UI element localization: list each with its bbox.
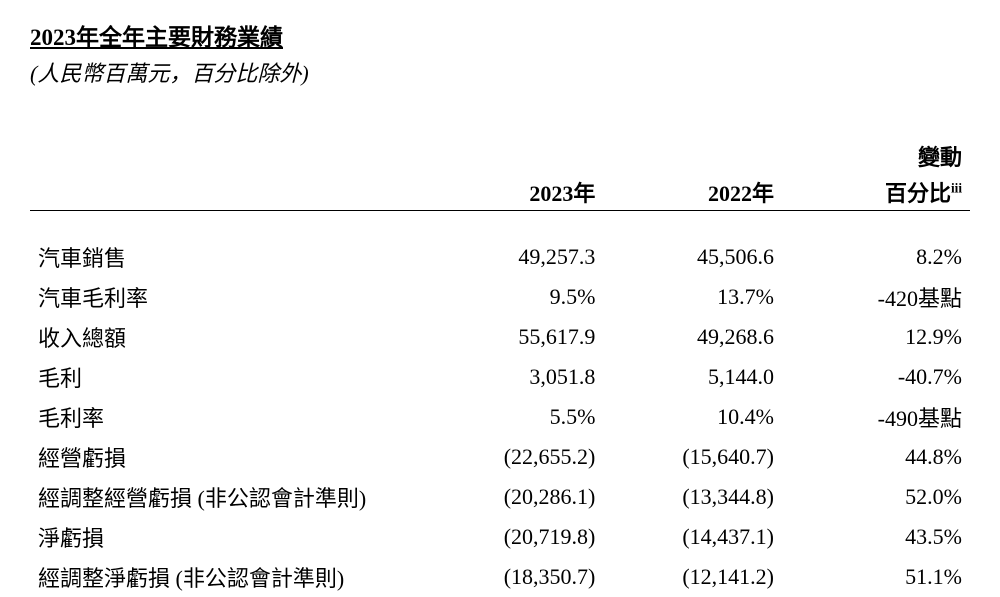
table-row: 毛利率5.5%10.4%-490基點 — [30, 397, 970, 437]
cell-2023: (20,286.1) — [425, 477, 604, 517]
table-row: 經調整淨虧損 (非公認會計準則)(18,350.7)(12,141.2)51.1… — [30, 557, 970, 597]
row-label: 汽車毛利率 — [30, 277, 425, 317]
row-label: 毛利 — [30, 357, 425, 397]
header-2023: 2023年 — [425, 174, 604, 211]
table-row: 收入總額55,617.949,268.612.9% — [30, 317, 970, 357]
report-subtitle: (人民幣百萬元，百分比除外) — [30, 56, 970, 88]
cell-2022: (15,640.7) — [603, 437, 782, 477]
cell-2023: 49,257.3 — [425, 237, 604, 277]
cell-change: 44.8% — [782, 437, 970, 477]
row-label: 經調整經營虧損 (非公認會計準則) — [30, 477, 425, 517]
cell-change: 8.2% — [782, 237, 970, 277]
table-row: 汽車銷售49,257.345,506.68.2% — [30, 237, 970, 277]
table-row: 汽車毛利率9.5%13.7%-420基點 — [30, 277, 970, 317]
cell-change: 51.1% — [782, 557, 970, 597]
cell-2022: (13,344.8) — [603, 477, 782, 517]
row-label: 汽車銷售 — [30, 237, 425, 277]
cell-change: -420基點 — [782, 277, 970, 317]
header-row-2: 2023年 2022年 百分比iii — [30, 174, 970, 211]
report-title: 2023年全年主要財務業績 — [30, 18, 970, 52]
cell-2023: 55,617.9 — [425, 317, 604, 357]
spacer-row — [30, 211, 970, 237]
header-change-line1: 變動 — [782, 138, 970, 174]
table-row: 經調整經營虧損 (非公認會計準則)(20,286.1)(13,344.8)52.… — [30, 477, 970, 517]
header-row-1: 變動 — [30, 138, 970, 174]
table-row: 經營虧損(22,655.2)(15,640.7)44.8% — [30, 437, 970, 477]
cell-2023: (20,719.8) — [425, 517, 604, 557]
cell-change: 52.0% — [782, 477, 970, 517]
cell-change: 43.5% — [782, 517, 970, 557]
cell-2023: (22,655.2) — [425, 437, 604, 477]
table-row: 毛利3,051.85,144.0-40.7% — [30, 357, 970, 397]
cell-2023: 9.5% — [425, 277, 604, 317]
table-row: 淨虧損(20,719.8)(14,437.1)43.5% — [30, 517, 970, 557]
cell-change: 12.9% — [782, 317, 970, 357]
cell-2022: (12,141.2) — [603, 557, 782, 597]
row-label: 收入總額 — [30, 317, 425, 357]
cell-2022: 49,268.6 — [603, 317, 782, 357]
row-label: 經營虧損 — [30, 437, 425, 477]
row-label: 毛利率 — [30, 397, 425, 437]
row-label: 淨虧損 — [30, 517, 425, 557]
cell-change: -490基點 — [782, 397, 970, 437]
cell-2022: 5,144.0 — [603, 357, 782, 397]
cell-2022: 10.4% — [603, 397, 782, 437]
cell-2023: (18,350.7) — [425, 557, 604, 597]
header-change-line2: 百分比iii — [782, 174, 970, 211]
header-2022: 2022年 — [603, 174, 782, 211]
cell-2022: 45,506.6 — [603, 237, 782, 277]
cell-change: -40.7% — [782, 357, 970, 397]
cell-2023: 5.5% — [425, 397, 604, 437]
cell-2022: 13.7% — [603, 277, 782, 317]
cell-2022: (14,437.1) — [603, 517, 782, 557]
cell-2023: 3,051.8 — [425, 357, 604, 397]
row-label: 經調整淨虧損 (非公認會計準則) — [30, 557, 425, 597]
